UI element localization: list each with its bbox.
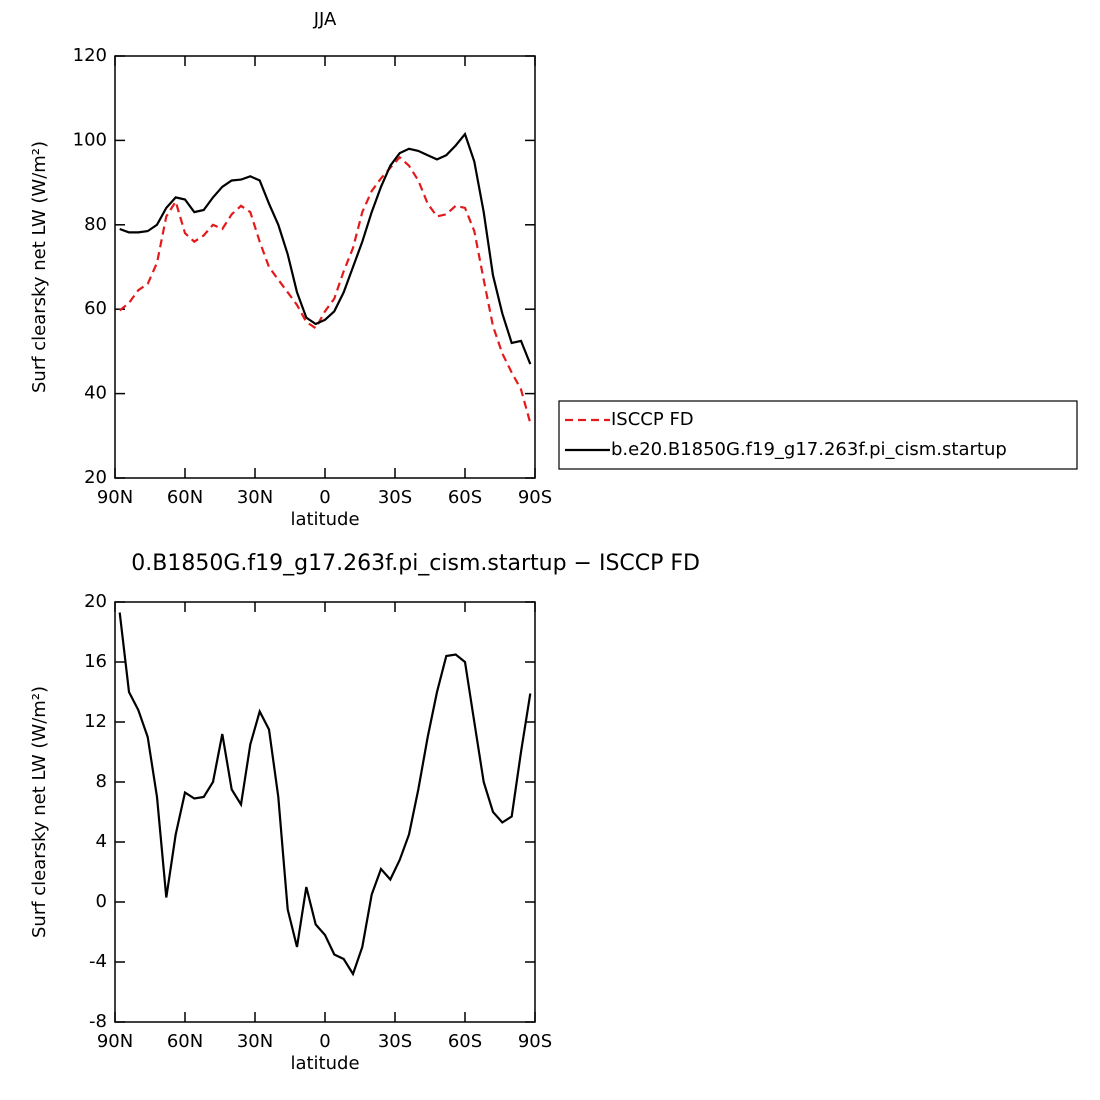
x-tick-label: 30S: [378, 487, 412, 508]
x-tick-label: 0: [319, 487, 330, 508]
y-tick-label: 60: [84, 298, 107, 319]
y-tick-label: -4: [89, 951, 107, 972]
y-tick-label: 4: [96, 831, 107, 852]
chart-title: JJA: [313, 9, 337, 30]
x-tick-label: 90S: [518, 487, 552, 508]
y-tick-label: 20: [84, 467, 107, 488]
plot-frame: [114, 601, 536, 1023]
y-tick-label: 100: [73, 129, 107, 150]
x-tick-label: 60N: [167, 1031, 203, 1052]
x-tick-label: 60S: [448, 1031, 482, 1052]
x-axis-label: latitude: [290, 1053, 359, 1074]
x-tick-label: 30N: [237, 1031, 273, 1052]
x-tick-label: 90N: [97, 1031, 133, 1052]
chart-title: 0.B1850G.f19_g17.263f.pi_cism.startup − …: [131, 551, 700, 576]
y-axis-label: Surf clearsky net LW (W/m²): [29, 686, 50, 938]
x-tick-label: 60N: [167, 487, 203, 508]
data-line: [118, 612, 532, 977]
x-tick-label: 90N: [97, 487, 133, 508]
y-axis-label: Surf clearsky net LW (W/m²): [29, 141, 50, 393]
x-axis-label: latitude: [290, 509, 359, 530]
x-tick-label: 30S: [378, 1031, 412, 1052]
y-tick-label: 12: [84, 711, 107, 732]
x-tick-label: 90S: [518, 1031, 552, 1052]
y-tick-label: 40: [84, 383, 107, 404]
data-line: [119, 155, 532, 424]
x-tick-label: 60S: [448, 487, 482, 508]
legend-label: ISCCP FD: [611, 409, 694, 430]
y-tick-label: -8: [89, 1011, 107, 1032]
y-tick-label: 80: [84, 214, 107, 235]
legend-label: b.e20.B1850G.f19_g17.263f.pi_cism.startu…: [611, 439, 1007, 460]
x-tick-label: 30N: [237, 487, 273, 508]
data-line: [119, 131, 532, 365]
y-tick-label: 8: [96, 771, 107, 792]
plot-frame: [114, 55, 536, 479]
y-tick-label: 0: [96, 891, 107, 912]
legend-frame: [558, 400, 1078, 470]
y-tick-label: 16: [84, 651, 107, 672]
y-tick-label: 20: [84, 591, 107, 612]
y-tick-label: 120: [73, 45, 107, 66]
x-tick-label: 0: [319, 1031, 330, 1052]
